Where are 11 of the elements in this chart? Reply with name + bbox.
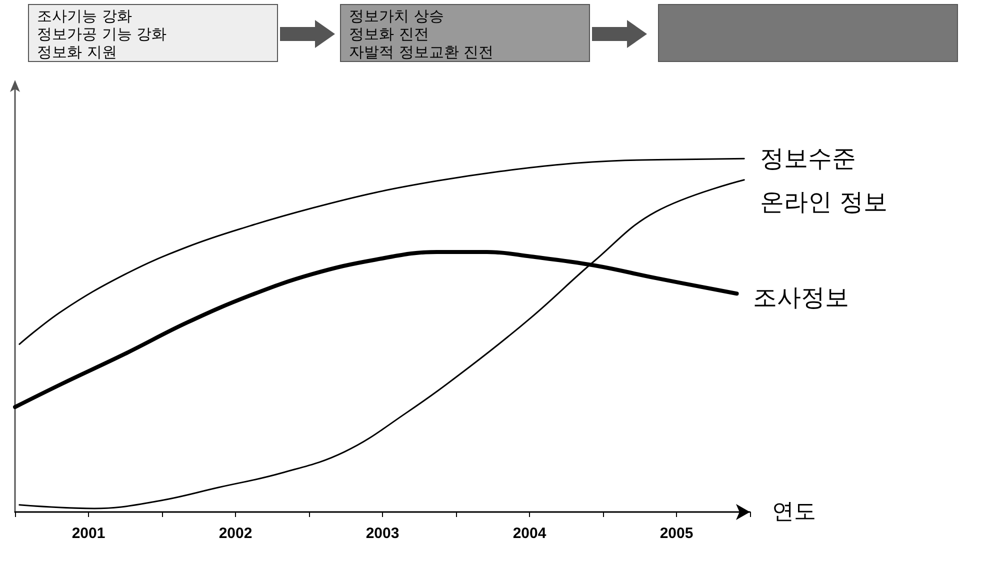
text: 정보가치 상승 정보화 진전 자발적 정보교환 진전 [340,4,590,62]
x-axis-title: 연도 [772,500,816,524]
x-tick-label: 2004 [512,525,547,542]
series-label: 조사정보 [752,284,849,312]
series-label: 정보수준 [760,144,856,173]
series-label: 온라인 정보 [760,188,888,216]
x-tick-label: 2002 [218,525,252,542]
x-tick-label: 2003 [366,525,400,542]
x-tick-label: 2001 [72,525,106,542]
x-tick-label: 2005 [660,525,694,542]
text: 조사기능 강화 정보가공 기능 강화 정보화 지원 [28,4,278,62]
